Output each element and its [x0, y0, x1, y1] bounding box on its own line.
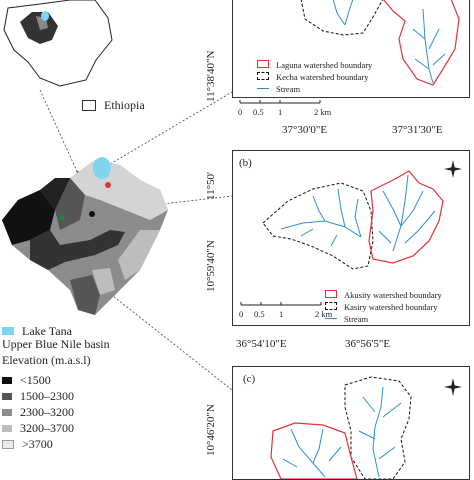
- panel-b-scalebar: 0 0.5 1 2 km: [239, 301, 339, 323]
- panel-b-lon-label-1: 36°54'10"E: [236, 338, 287, 350]
- panel-b-lat-label-2: 10°59'40"N: [205, 240, 217, 292]
- legend-class-row: 2300–3200: [2, 403, 110, 419]
- panel-b-legend-row: Stream: [325, 309, 442, 324]
- panel-c-frame: (c): [232, 366, 470, 480]
- legend-class-swatch: [2, 392, 12, 400]
- panel-b-legend-label: Akusity watershed boundary: [344, 290, 442, 300]
- scale-tick-label: 2 km: [315, 309, 333, 319]
- scale-tick-label: 0.5: [254, 309, 265, 319]
- scale-tick-label: 0.5: [253, 107, 264, 117]
- scale-tick-label: 1: [279, 309, 284, 319]
- compass-rose-icon: [444, 160, 462, 178]
- legend-class-label: 3200–3700: [20, 421, 74, 435]
- legend-class-row: 1500–2300: [2, 387, 110, 403]
- panel-a-lon-label-2: 37°31'30"E: [392, 124, 443, 136]
- panel-b-legend-label: Stream: [344, 314, 369, 324]
- panel-a-legend: Laguna watershed boundary Kecha watershe…: [257, 55, 373, 94]
- legend-lake-row: Lake Tana: [2, 322, 110, 338]
- legend-class-label: <1500: [20, 373, 51, 387]
- panel-b-compass: [441, 157, 465, 181]
- panel-a-lon-label-1: 37°30'0"E: [282, 124, 328, 136]
- legend-lake-label: Lake Tana: [22, 324, 72, 338]
- legend-class-swatch: [2, 376, 12, 384]
- legend-class-label: >3700: [22, 437, 53, 451]
- panel-a-lat-label: 11°38'40"N: [205, 50, 217, 102]
- legend-class-label: 1500–2300: [20, 389, 74, 403]
- panel-c-lat-label: 10°46'20"N: [205, 404, 217, 456]
- legend-class-swatch: [2, 408, 12, 416]
- compass-rose-icon: [444, 378, 462, 396]
- panel-a-legend-row: Stream: [257, 79, 372, 94]
- panel-a-legend-label: Laguna watershed boundary: [276, 60, 373, 70]
- panel-b-lon-label-2: 36°56'5"E: [345, 338, 391, 350]
- scale-tick-label: 1: [278, 107, 283, 117]
- panel-a-scalebar: 0 0.5 1 2 km: [236, 99, 336, 121]
- ethiopia-inset-map: [0, 0, 115, 90]
- stream-swatch: [257, 87, 269, 89]
- panel-a-legend-row: Kecha watershed boundary: [257, 67, 372, 82]
- ethiopia-legend-swatch: [82, 99, 96, 111]
- panel-b-legend-label: Kasiry watershed boundary: [344, 302, 438, 312]
- basin-legend: Lake Tana Upper Blue Nile basin Elevatio…: [2, 322, 110, 451]
- scale-tick-label: 0: [238, 107, 243, 117]
- panel-c-compass: [441, 375, 465, 399]
- stream-swatch: [325, 317, 337, 319]
- scale-tick-label: 0: [239, 309, 244, 319]
- scale-tick-label: 2 km: [314, 107, 332, 117]
- panel-a-frame: Laguna watershed boundary Kecha watershe…: [232, 0, 470, 98]
- ethiopia-label: Ethiopia: [104, 98, 145, 112]
- panel-c-tag: (c): [243, 373, 256, 385]
- legend-class-label: 2300–3200: [20, 405, 74, 419]
- legend-basin-label: Upper Blue Nile basin: [2, 337, 110, 351]
- panel-b-tag: (b): [239, 157, 252, 169]
- legend-class-row: <1500: [2, 371, 110, 387]
- legend-class-row: >3700: [2, 435, 110, 451]
- basin-elevation-map: [0, 150, 170, 318]
- panel-a-legend-label: Kecha watershed boundary: [276, 72, 369, 82]
- legend-class-swatch: [2, 439, 14, 449]
- legend-elevation-title: Elevation (m.a.s.l): [2, 353, 91, 367]
- ethiopia-legend: Ethiopia: [82, 96, 145, 114]
- lake-swatch: [2, 327, 14, 336]
- panel-a-legend-row: Laguna watershed boundary: [257, 55, 373, 70]
- panel-b-legend-row: Kasiry watershed boundary: [325, 297, 442, 312]
- black-boundary-swatch: [325, 302, 337, 311]
- panel-a-legend-label: Stream: [276, 84, 301, 94]
- panel-b-frame: (b) Akusity watershed boundary Kasiry wa…: [232, 150, 470, 326]
- panel-b-lat-label-1: 11°50': [205, 172, 217, 200]
- panel-b-legend: Akusity watershed boundary Kasiry waters…: [325, 285, 442, 324]
- panel-b-legend-row: Akusity watershed boundary: [325, 285, 442, 300]
- legend-class-row: 3200–3700: [2, 419, 110, 435]
- legend-class-swatch: [2, 424, 12, 432]
